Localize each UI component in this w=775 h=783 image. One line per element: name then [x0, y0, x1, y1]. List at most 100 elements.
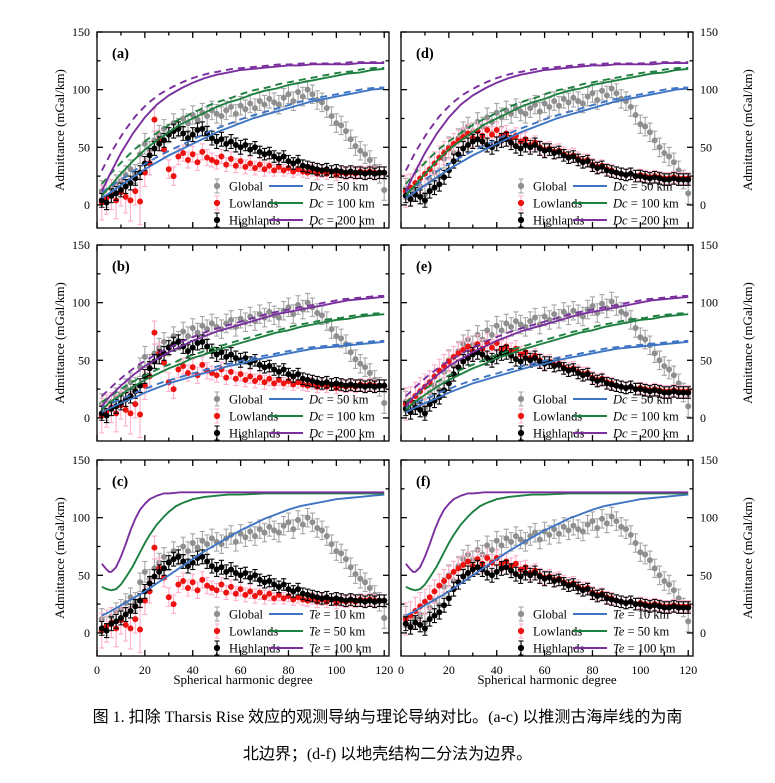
- panel-e-curve-dc-200-km: [405, 295, 689, 407]
- x-axis-title: Spherical harmonic degree: [477, 672, 617, 687]
- panel-f-scatter-highlands: [402, 559, 692, 636]
- x-tick-label: 60: [539, 663, 551, 677]
- legend-label-highlands: Highlands: [229, 427, 281, 441]
- panel-e-curve-dc-50-km: [405, 340, 689, 414]
- y-axis-title-right: Admittance (mGal/km): [740, 69, 755, 191]
- legend-label-lowlands: Lowlands: [533, 197, 582, 211]
- legend-label-green: Dc = 100 km: [612, 197, 679, 211]
- panel-b-curve-dc-50-km: [101, 340, 385, 414]
- legend-label-lowlands: Lowlands: [229, 197, 278, 211]
- y-axis-title-right: Admittance (mGal/km): [740, 497, 755, 619]
- panel-e: Global Lowlands Highlands Dc = 50 km Dc = 10…: [400, 238, 718, 442]
- x-tick-label: 120: [679, 663, 697, 677]
- panel-a-curve-dc-100-km: [101, 67, 385, 197]
- panel-d-curve-dashed: [404, 61, 689, 172]
- legend-label-lowlands: Lowlands: [533, 410, 582, 424]
- panel-c: Global Lowlands Highlands Te = 10 km Te = 50…: [72, 453, 393, 677]
- panel-b-curve-dc-200-km: [101, 295, 385, 407]
- panel-c-data-area: [98, 491, 388, 654]
- panel-f-curve-te-50-km: [405, 492, 689, 592]
- x-tick-label: 40: [491, 663, 503, 677]
- y-tick-label: 0: [84, 626, 90, 640]
- y-tick-label: 50: [700, 353, 712, 367]
- y-axis-title-left: Admittance (mGal/km): [52, 497, 67, 619]
- legend-label-highlands: Highlands: [533, 427, 585, 441]
- legend-label-highlands: Highlands: [229, 214, 281, 228]
- y-tick-label: 150: [72, 238, 90, 252]
- y-tick-label: 100: [72, 511, 90, 525]
- legend-label-green: Dc = 100 km: [612, 410, 679, 424]
- x-tick-label: 60: [235, 663, 247, 677]
- panel-e-axes: [400, 244, 694, 442]
- y-tick-label: 0: [700, 198, 706, 212]
- y-tick-label: 150: [72, 453, 90, 467]
- y-tick-label: 150: [72, 25, 90, 39]
- y-tick-label: 100: [72, 83, 90, 97]
- x-tick-label: 120: [375, 663, 393, 677]
- legend-label-lowlands: Lowlands: [229, 410, 278, 424]
- legend-label-purple: Dc = 200 km: [612, 427, 679, 441]
- panel-d-curve-dashed: [405, 67, 689, 185]
- panel-d-curve-dc-50-km: [405, 87, 689, 199]
- legend-label-highlands: Highlands: [229, 642, 281, 656]
- panel-c-scatter-global: [98, 507, 388, 636]
- panel-d: Global Lowlands Highlands Dc = 50 km Dc = 10…: [400, 25, 718, 229]
- panel-d-axes: [400, 31, 694, 229]
- panel-b-curve-dc-100-km: [101, 313, 385, 411]
- y-tick-label: 0: [700, 411, 706, 425]
- x-tick-label: 100: [327, 663, 345, 677]
- x-tick-label: 80: [586, 663, 598, 677]
- x-tick-label: 80: [282, 663, 294, 677]
- panel-a-curve-dashed: [100, 61, 385, 172]
- panel-d-curve-dashed: [405, 86, 689, 194]
- legend-label-blue: Te = 10 km: [613, 608, 670, 622]
- panel-e-legend: Global Lowlands Highlands Dc = 50 km Dc = 10…: [517, 391, 679, 441]
- panel-c-tick-labels: 0 50 100 150 0 20 40 60 80 100 120: [72, 453, 393, 677]
- legend-label-blue: Dc = 50 km: [612, 393, 673, 407]
- y-tick-label: 0: [700, 626, 706, 640]
- legend-label-global: Global: [533, 393, 568, 407]
- panel-b-curve-dashed: [101, 312, 385, 403]
- panel-c-axes: [96, 459, 390, 657]
- panel-f-curve-te-100-km: [405, 491, 689, 573]
- panel-b-curve-dashed: [101, 295, 385, 397]
- legend-label-highlands: Highlands: [533, 642, 585, 656]
- panel-e-tick-labels: 0 50 100 150: [700, 238, 718, 425]
- panel-letter-c: (c): [112, 474, 128, 490]
- y-tick-label: 100: [700, 83, 718, 97]
- legend-label-blue: Te = 10 km: [309, 608, 366, 622]
- y-tick-label: 100: [700, 511, 718, 525]
- legend-label-green: Dc = 100 km: [308, 197, 375, 211]
- panel-d-data-area: [402, 61, 692, 208]
- panel-f: Global Lowlands Highlands Te = 10 km Te = 50…: [398, 453, 718, 677]
- figure-plots-svg: Global Lowlands Highlands Dc = 50 km Dc = 10…: [52, 25, 755, 687]
- x-tick-label: 0: [94, 663, 100, 677]
- panel-letter-a: (a): [112, 46, 129, 62]
- panel-c-legend: Global Lowlands Highlands Te = 10 km Te = 50…: [213, 606, 372, 656]
- panel-a-tick-labels: 0 50 100 150: [72, 25, 90, 212]
- legend-label-blue: Dc = 50 km: [308, 180, 369, 194]
- caption-line-1: 图 1. 扣除 Tharsis Rise 效应的观测导纳与理论导纳对比。(a-c…: [92, 709, 683, 726]
- panel-c-curve-te-50-km: [101, 492, 385, 592]
- legend-label-blue: Dc = 50 km: [308, 393, 369, 407]
- legend-label-global: Global: [229, 180, 264, 194]
- y-axis-title-left: Admittance (mGal/km): [52, 282, 67, 404]
- legend-label-purple: Te = 100 km: [613, 642, 676, 656]
- panel-f-axes: [400, 459, 694, 657]
- panel-e-curve-dc-100-km: [405, 313, 689, 411]
- x-tick-label: 40: [187, 663, 199, 677]
- panel-c-scatter-highlands: [98, 549, 388, 639]
- panel-b-legend: Global Lowlands Highlands Dc = 50 km Dc = 10…: [213, 391, 375, 441]
- x-tick-label: 20: [139, 663, 151, 677]
- legend-label-global: Global: [229, 393, 264, 407]
- panel-f-data-area: [402, 491, 692, 636]
- legend-label-global: Global: [533, 608, 568, 622]
- panel-letter-f: (f): [416, 474, 431, 490]
- y-tick-label: 0: [84, 411, 90, 425]
- y-axis-title-left: Admittance (mGal/km): [52, 69, 67, 191]
- panel-b-axes: [96, 244, 390, 442]
- x-tick-label: 20: [443, 663, 455, 677]
- panel-b-data-area: [98, 292, 388, 439]
- legend-label-green: Te = 50 km: [309, 625, 366, 639]
